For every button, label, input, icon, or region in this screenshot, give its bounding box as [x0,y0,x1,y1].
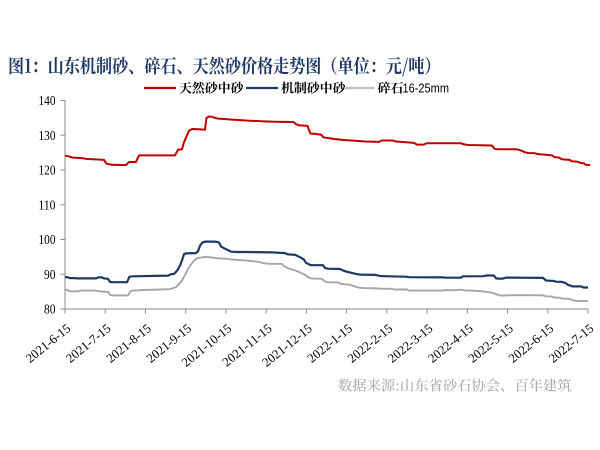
svg-text:100: 100 [39,233,56,248]
svg-text:130: 130 [39,129,56,144]
svg-text:80: 80 [44,303,56,318]
svg-text:120: 120 [39,164,56,179]
svg-text:90: 90 [44,268,56,283]
svg-text:16-25mm: 16-25mm [403,81,450,96]
svg-text:110: 110 [39,198,56,213]
svg-text:140: 140 [39,94,56,109]
